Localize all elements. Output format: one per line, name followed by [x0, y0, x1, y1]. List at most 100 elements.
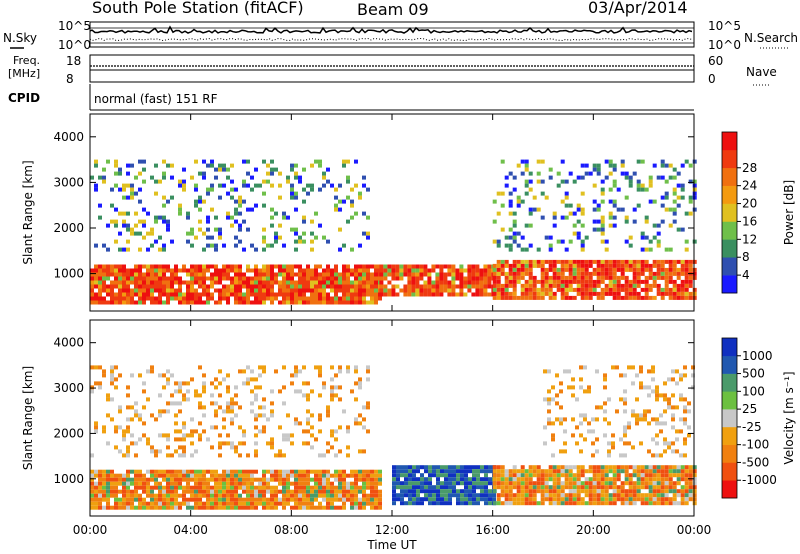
- data-cell: [126, 405, 130, 410]
- data-cell: [142, 159, 146, 164]
- data-cell: [170, 489, 174, 494]
- data-cell: [134, 489, 138, 494]
- data-cell: [94, 469, 98, 474]
- data-cell: [468, 469, 472, 474]
- data-cell: [194, 288, 198, 293]
- data-cell: [114, 183, 118, 188]
- data-cell: [407, 280, 412, 285]
- data-cell: [270, 485, 274, 490]
- data-cell: [262, 296, 266, 301]
- data-cell: [298, 469, 302, 474]
- data-cell: [210, 469, 214, 474]
- data-cell: [464, 493, 468, 498]
- data-cell: [616, 275, 621, 280]
- data-cell: [543, 369, 547, 374]
- data-cell: [472, 473, 476, 478]
- data-cell: [660, 465, 665, 470]
- data-cell: [596, 263, 601, 268]
- data-cell: [246, 377, 250, 382]
- data-cell: [443, 272, 448, 277]
- data-cell: [632, 267, 637, 272]
- data-cell: [138, 501, 142, 506]
- data-cell: [274, 369, 278, 374]
- data-cell: [326, 469, 330, 474]
- data-cell: [274, 477, 278, 482]
- data-cell: [448, 501, 452, 506]
- data-cell: [342, 505, 346, 510]
- data-cell: [579, 421, 583, 426]
- data-cell: [576, 493, 581, 498]
- data-cell: [556, 171, 561, 176]
- x-tick-label: 00:00: [677, 523, 712, 537]
- data-cell: [668, 223, 673, 228]
- data-cell: [656, 175, 661, 180]
- data-cell: [298, 264, 302, 269]
- data-cell: [202, 469, 206, 474]
- data-cell: [659, 429, 663, 434]
- data-cell: [210, 497, 214, 502]
- data-cell: [692, 287, 697, 292]
- data-cell: [318, 369, 322, 374]
- data-cell: [310, 501, 314, 506]
- data-cell: [492, 493, 496, 498]
- nsearch-trace: [89, 37, 693, 42]
- data-cell: [370, 300, 374, 305]
- data-cell: [616, 469, 621, 474]
- data-cell: [362, 477, 366, 482]
- data-cell: [270, 183, 274, 188]
- data-cell: [488, 481, 492, 486]
- data-cell: [668, 295, 673, 300]
- data-cell: [415, 272, 420, 277]
- data-cell: [350, 187, 354, 192]
- data-cell: [310, 296, 314, 301]
- data-cell: [370, 505, 374, 510]
- data-cell: [162, 477, 166, 482]
- data-cell: [512, 287, 517, 292]
- data-cell: [544, 493, 549, 498]
- colorbar-tick-label: -25: [742, 420, 762, 434]
- data-cell: [338, 425, 342, 430]
- data-cell: [322, 469, 326, 474]
- data-cell: [580, 465, 585, 470]
- data-cell: [516, 489, 521, 494]
- data-cell: [170, 469, 174, 474]
- data-cell: [314, 365, 318, 370]
- data-cell: [234, 413, 238, 418]
- data-cell: [616, 493, 621, 498]
- data-cell: [556, 481, 561, 486]
- data-cell: [290, 187, 294, 192]
- data-cell: [492, 279, 497, 284]
- data-cell: [350, 473, 354, 478]
- data-cell: [644, 279, 649, 284]
- data-cell: [282, 489, 286, 494]
- data-cell: [680, 477, 685, 482]
- data-cell: [190, 493, 194, 498]
- data-cell: [150, 231, 154, 236]
- data-cell: [603, 401, 607, 406]
- data-cell: [98, 264, 102, 269]
- data-cell: [174, 413, 178, 418]
- data-cell: [146, 284, 150, 289]
- data-cell: [142, 276, 146, 281]
- data-cell: [404, 473, 408, 478]
- data-cell: [628, 263, 633, 268]
- data-cell: [680, 469, 685, 474]
- data-cell: [492, 275, 497, 280]
- data-cell: [508, 283, 513, 288]
- data-cell: [616, 473, 621, 478]
- data-cell: [684, 247, 689, 252]
- data-cell: [282, 505, 286, 510]
- data-cell: [342, 296, 346, 301]
- data-cell: [134, 280, 138, 285]
- data-cell: [472, 485, 476, 490]
- data-cell: [202, 175, 206, 180]
- data-cell: [90, 473, 94, 478]
- data-cell: [551, 437, 555, 442]
- data-cell: [294, 477, 298, 482]
- data-cell: [568, 497, 573, 502]
- data-cell: [616, 489, 621, 494]
- data-cell: [576, 481, 581, 486]
- data-cell: [676, 481, 681, 486]
- data-cell: [362, 449, 366, 454]
- data-cell: [294, 296, 298, 301]
